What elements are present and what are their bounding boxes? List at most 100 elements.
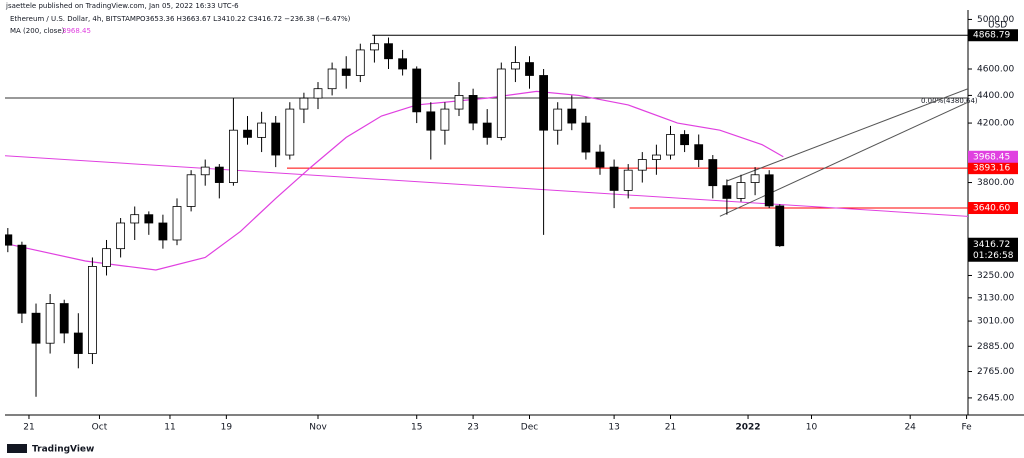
y-tick-label: 2645.00 — [977, 393, 1014, 403]
candle-body — [130, 214, 140, 224]
candle-body — [313, 88, 323, 99]
candle-body — [637, 159, 647, 171]
candle-body — [158, 222, 168, 241]
candle-body — [327, 68, 337, 90]
candle-body — [708, 159, 718, 187]
y-tick-label: 5000.00 — [977, 15, 1014, 25]
candle-body — [257, 122, 267, 138]
candle-body — [384, 43, 393, 60]
y-tick-label: 4200.00 — [977, 119, 1014, 129]
footer-brand: TradingView — [32, 445, 94, 455]
ma-price-label: 3968.45 — [973, 152, 1010, 162]
x-tick-label: 15 — [411, 423, 422, 433]
ma-price-box — [968, 150, 1018, 163]
x-tick-label: 10 — [806, 423, 818, 433]
candle-body — [186, 174, 196, 207]
price-label-box — [968, 162, 1018, 175]
candle-body — [299, 97, 309, 110]
candle-body — [553, 108, 563, 131]
candle-body — [116, 222, 126, 250]
fib-label: 0.00%(4380.64) — [921, 97, 978, 105]
x-tick-label: Dec — [521, 423, 538, 433]
ohlc-legend: O3653.36 H3663.67 L3410.22 C3416.72 −236… — [140, 15, 351, 23]
candle-body — [750, 174, 760, 183]
x-tick-label: 21 — [23, 423, 34, 433]
candle-body — [355, 49, 365, 76]
candle-body — [722, 185, 732, 199]
candle-body — [88, 266, 97, 354]
candle-body — [214, 166, 224, 183]
candle-body — [229, 129, 238, 183]
y-tick-label: 3010.00 — [977, 317, 1014, 327]
candle-body — [482, 122, 492, 138]
candle-body — [694, 144, 704, 160]
x-tick-label: Oct — [92, 423, 108, 433]
candle-body — [736, 182, 746, 199]
last-price-label: 3416.72 — [973, 240, 1010, 250]
candle-body — [341, 68, 351, 76]
candle-body — [31, 312, 41, 344]
y-tick-label: 2885.00 — [977, 342, 1014, 352]
x-tick-label: 23 — [467, 423, 478, 433]
candle-body — [285, 108, 295, 156]
x-tick-label: Fe — [961, 423, 972, 433]
candle-body — [567, 108, 577, 124]
candle-body — [243, 129, 252, 138]
y-tick-label: 2765.00 — [977, 367, 1014, 377]
candle-body — [680, 134, 689, 146]
plot-area — [5, 34, 968, 397]
countdown: 01:26:58 — [973, 251, 1014, 261]
candle-body — [73, 332, 83, 354]
x-tick-label: Nov — [309, 423, 327, 433]
candle-body — [764, 174, 774, 207]
candle-body — [609, 166, 619, 191]
candle-body — [59, 303, 69, 334]
candle-body — [581, 122, 591, 153]
candle-body — [102, 248, 111, 267]
ma-legend: MA (200, close) — [10, 27, 65, 35]
trend-line — [719, 101, 968, 217]
x-tick-label: 13 — [608, 423, 619, 433]
candle-body — [511, 62, 520, 70]
candle-body — [468, 95, 478, 124]
last-price-box — [968, 237, 1018, 262]
candle-body — [440, 108, 450, 131]
y-tick-label: 4400.00 — [977, 91, 1014, 101]
ma-line — [5, 90, 784, 271]
x-tick-label: 2022 — [736, 423, 761, 433]
currency: USD — [988, 21, 1007, 31]
brand-logo — [7, 444, 27, 453]
price-label: 3640.60 — [973, 204, 1010, 214]
candle-body — [496, 68, 506, 138]
symbol: Ethereum / U.S. Dollar, 4h, BITSTAMP — [10, 15, 140, 23]
candle-body — [17, 244, 27, 314]
candle-body — [398, 58, 408, 70]
candle-body — [775, 205, 785, 247]
candle-body — [623, 169, 633, 191]
candle-body — [666, 134, 675, 156]
x-tick-label: 11 — [164, 423, 175, 433]
trend-line — [5, 155, 968, 217]
candle-body — [172, 206, 182, 241]
x-tick-label: 21 — [665, 423, 676, 433]
publisher: jsaettele published on TradingView.com, … — [5, 2, 239, 10]
y-tick-label: 3250.00 — [977, 271, 1014, 281]
candle-body — [651, 154, 661, 160]
y-tick-label: 3130.00 — [977, 293, 1014, 303]
x-tick-label: 24 — [904, 423, 916, 433]
price-label: 3893.16 — [973, 164, 1010, 174]
y-tick-label: 4600.00 — [977, 64, 1014, 74]
candle-body — [370, 43, 379, 51]
candle-body — [144, 214, 154, 224]
candle-body — [45, 303, 55, 344]
price-label-box — [968, 202, 1018, 215]
price-label-box — [968, 29, 1018, 42]
candle-body — [412, 68, 422, 113]
candle-body — [271, 122, 281, 156]
x-tick-label: 19 — [221, 423, 233, 433]
candle-body — [454, 95, 464, 110]
candle-body — [525, 62, 534, 76]
y-tick-label: 3800.00 — [977, 178, 1014, 188]
candle-body — [200, 166, 210, 176]
